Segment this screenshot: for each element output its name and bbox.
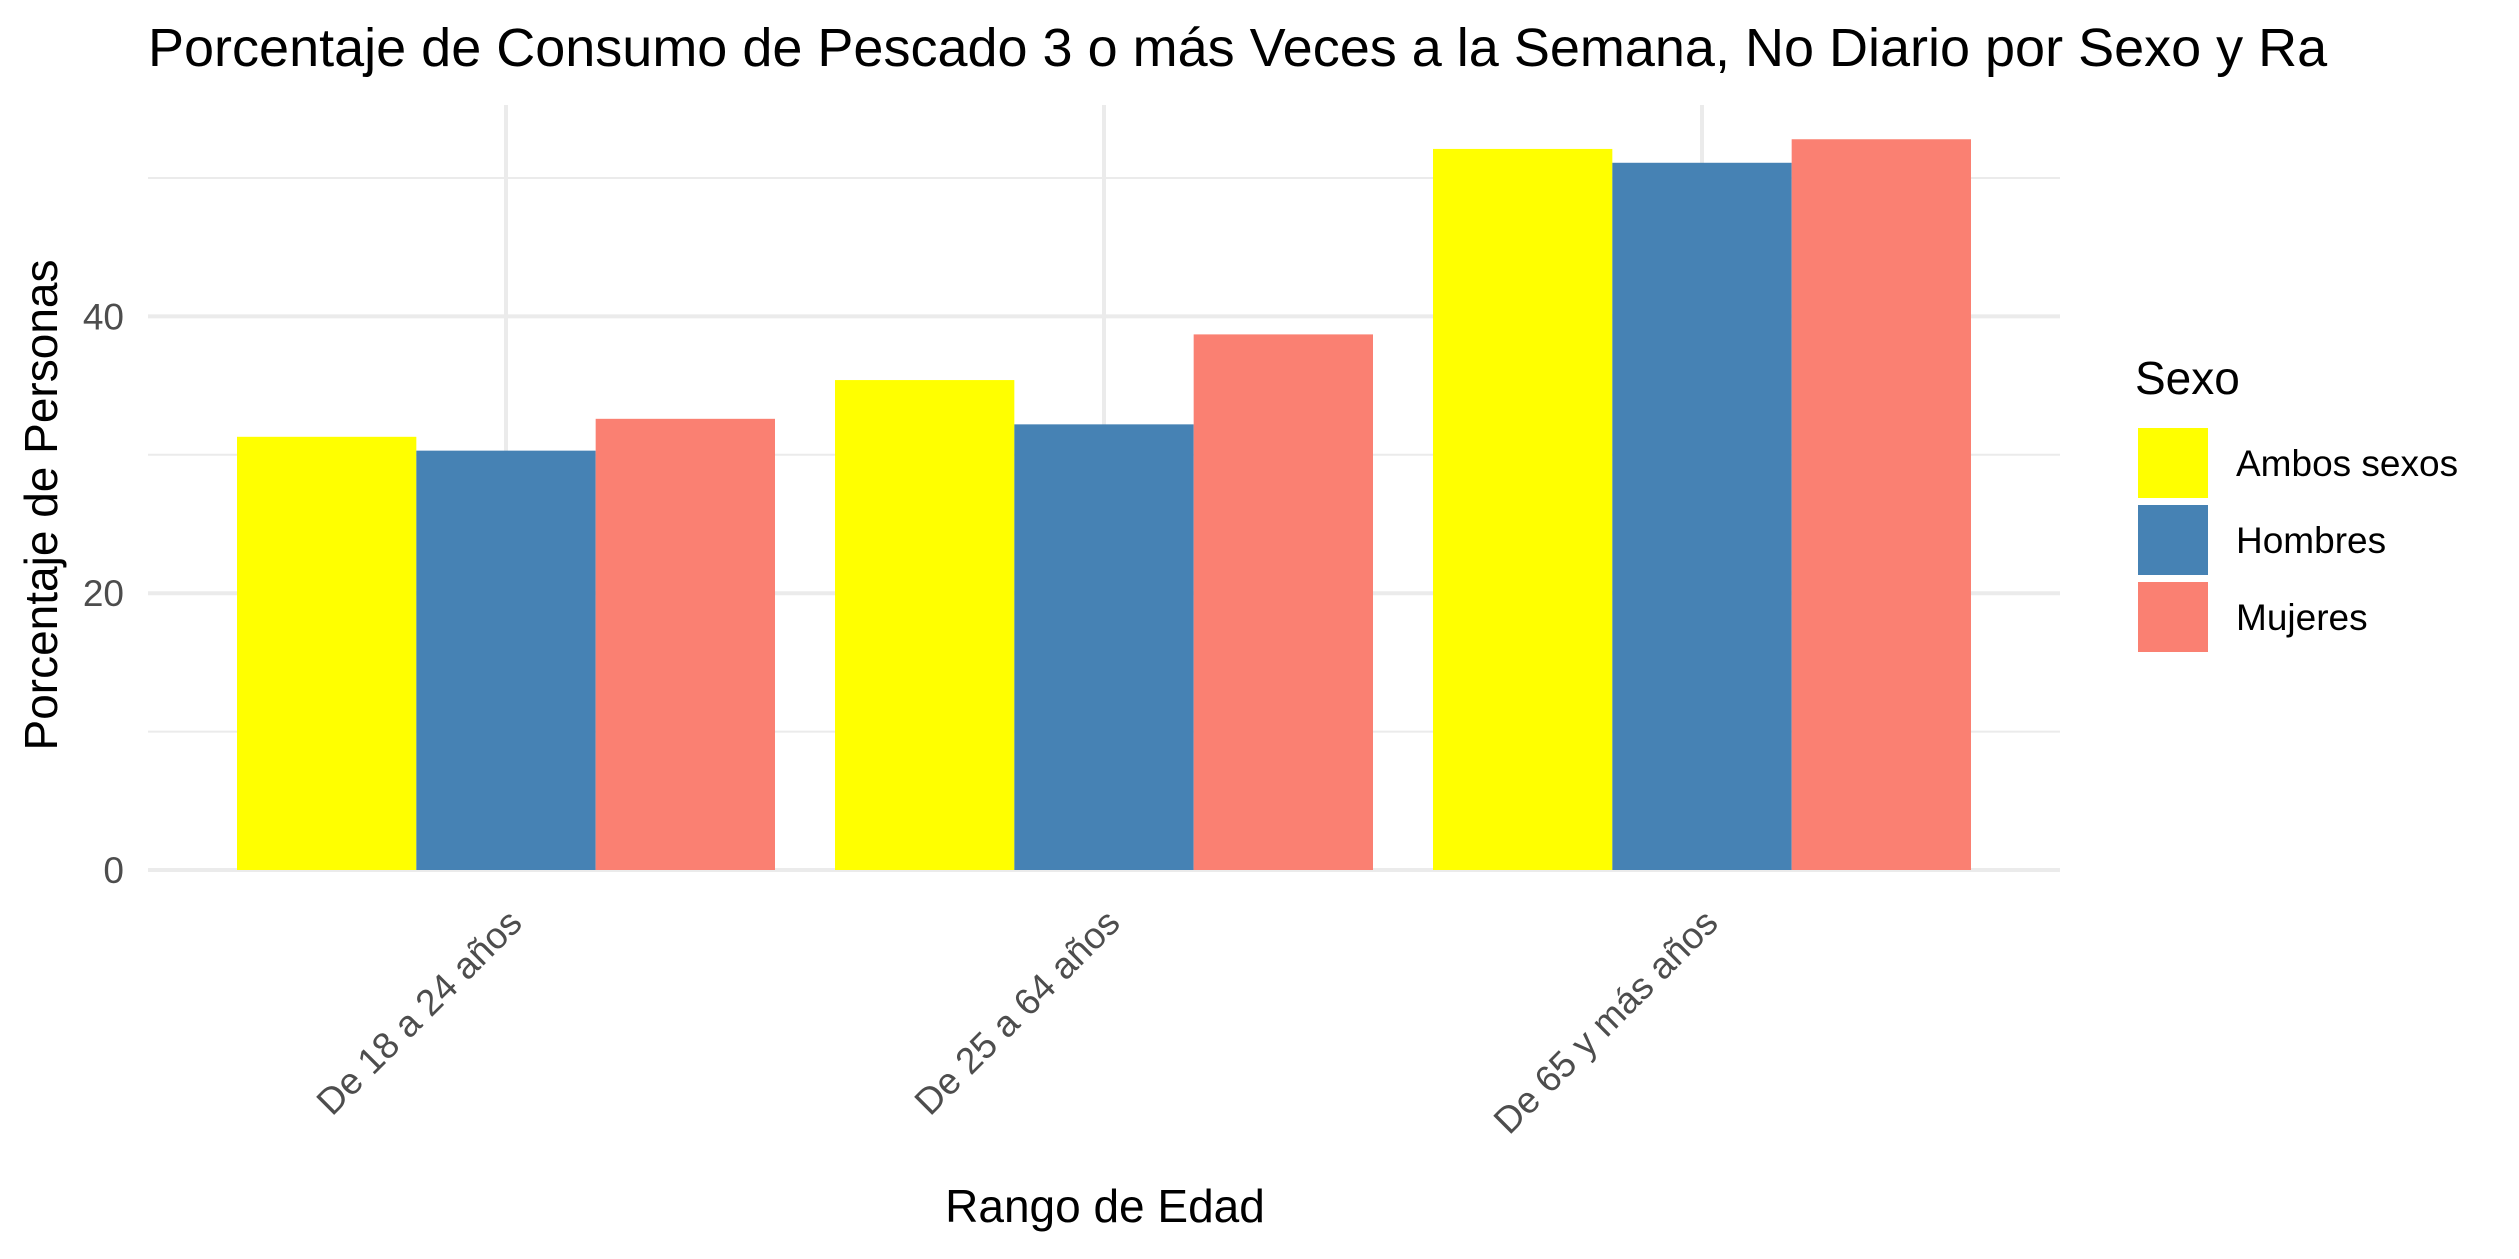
x-tick-label: De 25 a 64 años <box>907 902 1128 1123</box>
bars <box>237 139 1971 871</box>
x-tick-label: De 18 a 24 años <box>309 902 530 1123</box>
x-tick-label: De 65 y más años <box>1486 902 1726 1142</box>
x-axis-ticks: De 18 a 24 años De 25 a 64 años De 65 y má… <box>309 902 1726 1142</box>
bar <box>1612 162 1792 870</box>
legend-label: Ambos sexos <box>2236 443 2458 484</box>
bar <box>595 418 775 870</box>
legend-swatch <box>2138 428 2208 498</box>
bar <box>1791 139 1971 871</box>
bar <box>237 436 417 870</box>
legend-swatch <box>2138 505 2208 575</box>
y-tick-label: 20 <box>83 573 124 614</box>
x-axis-title: Rango de Edad <box>945 1180 1265 1232</box>
legend: Sexo Ambos sexos Hombres Mujeres <box>2135 352 2458 652</box>
y-tick-label: 40 <box>83 296 124 337</box>
y-axis-title: Porcentaje de Personas <box>15 260 67 751</box>
legend-label: Hombres <box>2236 520 2386 561</box>
legend-title: Sexo <box>2135 352 2240 404</box>
bar <box>1014 424 1194 870</box>
bar <box>416 450 596 870</box>
bar <box>1193 334 1373 871</box>
bar <box>1433 148 1613 870</box>
y-axis-ticks: 0 20 40 <box>83 296 124 891</box>
legend-swatch <box>2138 582 2208 652</box>
chart-title: Porcentaje de Consumo de Pescado 3 o más… <box>148 18 2328 78</box>
legend-label: Mujeres <box>2236 597 2368 638</box>
y-tick-label: 0 <box>103 850 124 891</box>
bar <box>835 380 1015 870</box>
